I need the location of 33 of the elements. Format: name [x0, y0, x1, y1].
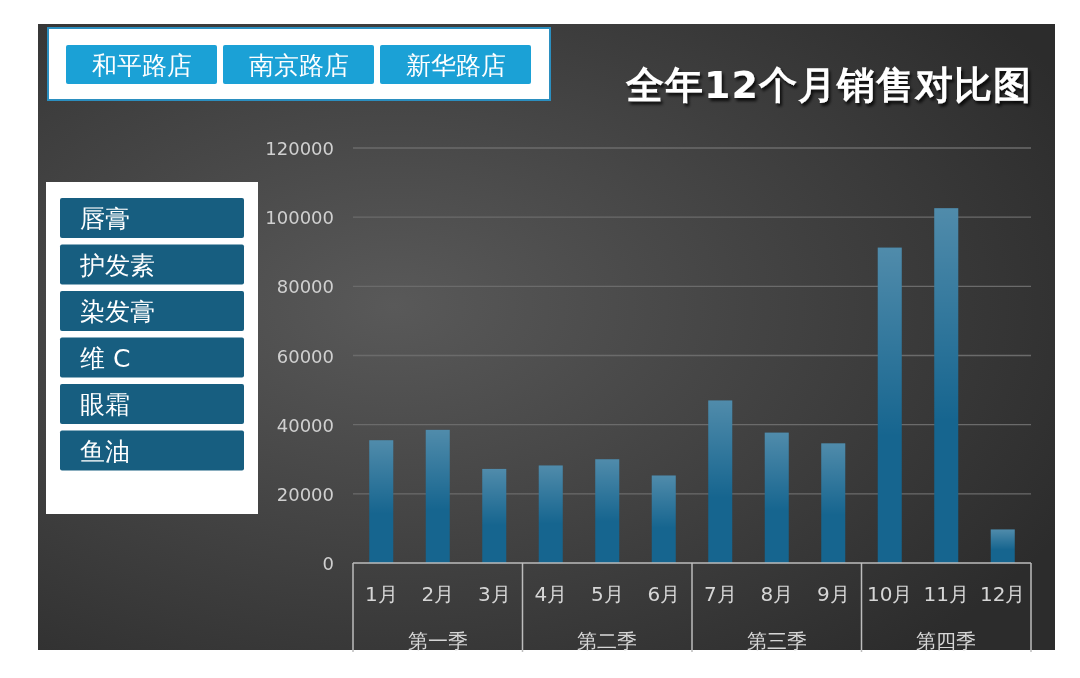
y-tick-label: 0 — [322, 553, 334, 574]
y-tick-label: 60000 — [276, 345, 334, 367]
text: 唇膏 — [80, 204, 130, 233]
y-tick-label: 40000 — [276, 414, 334, 436]
x-tick-label: 10月 — [867, 582, 913, 606]
text: 第四季 — [916, 629, 977, 653]
text: 鱼油 — [80, 436, 130, 466]
x-tick-label: 2月 — [421, 582, 455, 606]
text: 染发膏 — [80, 297, 155, 326]
text: 维 C — [80, 343, 131, 373]
x-tick-label: 6月 — [647, 582, 681, 606]
text: 眼霜 — [80, 390, 130, 419]
x-tick-label: 5月 — [590, 582, 624, 606]
text: 第三季 — [746, 629, 807, 653]
text: 第一季 — [407, 629, 468, 653]
text: 和平路店 — [91, 51, 192, 80]
x-tick-label: 1月 — [364, 582, 398, 606]
text: 第二季 — [577, 629, 638, 653]
text: 新华路店 — [405, 51, 506, 80]
text: 护发素 — [79, 250, 155, 280]
y-tick-label: 100000 — [265, 207, 334, 229]
chart-title: 全年12个月销售对比图 — [625, 63, 1032, 107]
x-tick-label: 12月 — [980, 582, 1026, 606]
x-tick-label: 9月 — [816, 582, 850, 606]
x-tick-label: 3月 — [477, 582, 511, 606]
text: 南京路店 — [248, 51, 349, 80]
x-tick-label: 8月 — [760, 582, 794, 606]
y-tick-label: 20000 — [276, 483, 334, 505]
x-tick-label: 4月 — [534, 582, 568, 606]
x-tick-label: 7月 — [703, 582, 737, 606]
y-tick-label: 80000 — [276, 276, 334, 298]
y-tick-label: 120000 — [265, 138, 334, 159]
x-tick-label: 11月 — [923, 582, 969, 606]
